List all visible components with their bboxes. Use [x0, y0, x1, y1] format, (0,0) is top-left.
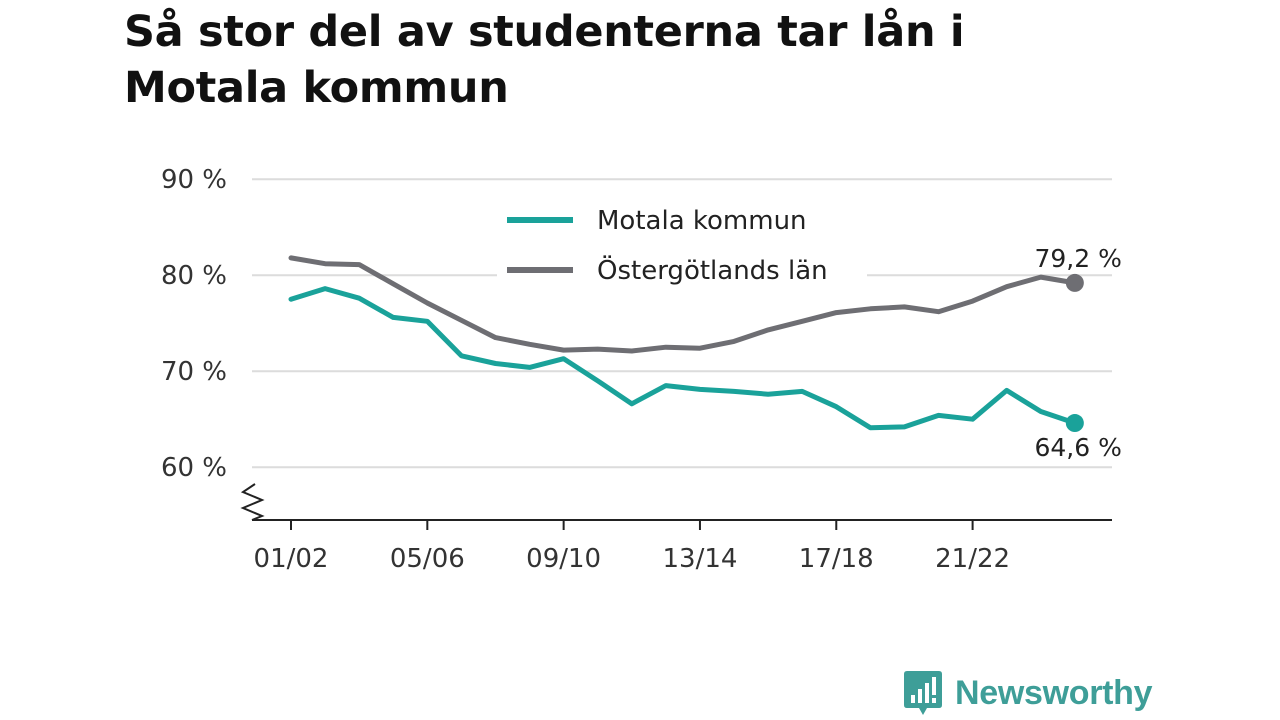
- series-ostergotlands-lan: [288, 255, 1084, 354]
- end-value-label: 64,6 %: [1034, 433, 1121, 462]
- x-tick-label: 17/18: [799, 544, 874, 574]
- y-tick-label: 90 %: [161, 165, 227, 195]
- series-line: [288, 255, 1078, 354]
- series-line: [288, 286, 1078, 431]
- brand-logo: Newsworthy: [903, 668, 1153, 718]
- x-tick-label: 13/14: [662, 544, 737, 574]
- chart-title: Så stor del av studenterna tar lån i Mot…: [124, 7, 965, 113]
- y-tick-label: 70 %: [161, 357, 227, 387]
- x-tick-label: 21/22: [935, 544, 1010, 574]
- x-tick-label: 05/06: [390, 544, 465, 574]
- end-value-label: 79,2 %: [1034, 244, 1121, 273]
- newsworthy-logo-icon: [904, 671, 942, 715]
- axes: 60 % 70 % 80 % 90 % 01/02 05/06 09/10 13/14 17/1…: [161, 165, 1112, 574]
- legend-background: [497, 194, 867, 296]
- brand-name: Newsworthy: [955, 673, 1153, 712]
- y-tick-label: 80 %: [161, 261, 227, 291]
- legend-label: Motala kommun: [597, 206, 807, 236]
- series: [288, 255, 1084, 433]
- series-motala-kommun: [288, 286, 1084, 433]
- x-tick-label: 09/10: [526, 544, 601, 574]
- y-tick-label: 60 %: [161, 453, 227, 483]
- x-tick-label: 01/02: [254, 544, 329, 574]
- legend-label: Östergötlands län: [597, 254, 828, 286]
- end-point-marker: [1065, 273, 1084, 292]
- end-labels: 64,6 % 79,2 %: [1034, 244, 1121, 462]
- end-point-marker: [1065, 414, 1084, 433]
- axis-break-icon: [240, 483, 265, 521]
- legend: Motala kommun Östergötlands län: [497, 194, 867, 296]
